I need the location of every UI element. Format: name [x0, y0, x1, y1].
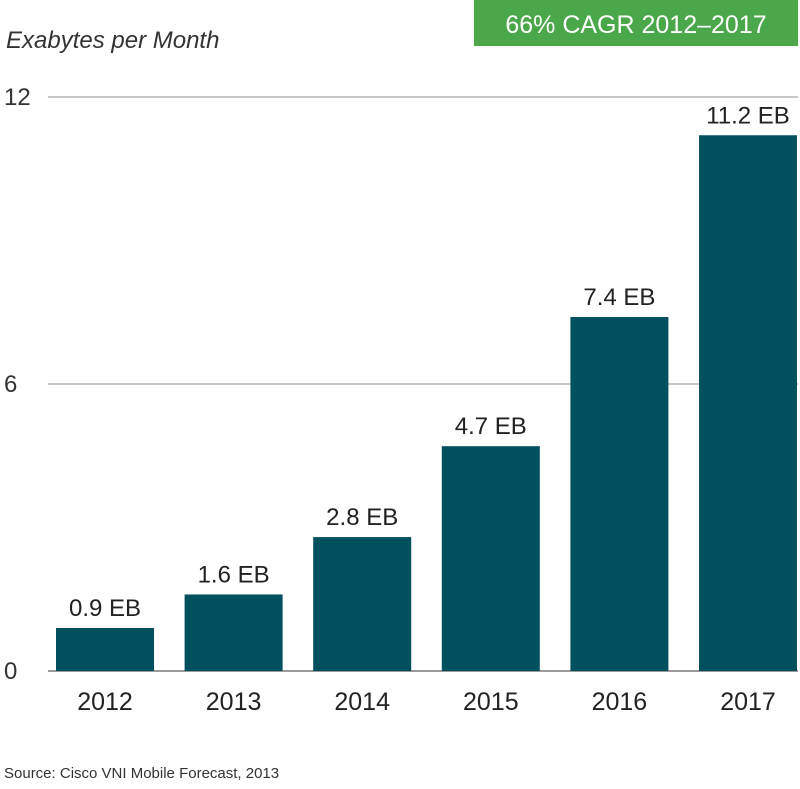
x-axis-categories: 2012 2013 2014 2015 2016 2017 [77, 688, 776, 716]
category-label-2014: 2014 [334, 688, 390, 716]
y-axis-ticks: 0 6 12 [4, 84, 31, 685]
value-label-2017: 11.2 EB [706, 102, 790, 129]
bar-2016 [570, 317, 669, 671]
cagr-badge-text: 66% CAGR 2012–2017 [505, 11, 766, 39]
bar-2015 [441, 446, 540, 671]
category-label-2012: 2012 [77, 688, 133, 716]
y-axis-unit-label: Exabytes per Month [6, 27, 219, 54]
bar-2014 [313, 537, 412, 671]
y-tick-label: 12 [4, 84, 31, 111]
value-label-2012: 0.9 EB [69, 595, 141, 622]
gridlines [48, 96, 798, 672]
value-labels: 0.9 EB 1.6 EB 2.8 EB 4.7 EB 7.4 EB 11.2 EB [69, 102, 790, 622]
category-label-2013: 2013 [206, 688, 262, 716]
category-label-2015: 2015 [463, 688, 519, 716]
bar-2017 [699, 135, 797, 671]
source-note: Source: Cisco VNI Mobile Forecast, 2013 [4, 765, 279, 782]
value-label-2013: 1.6 EB [198, 561, 270, 588]
value-label-2015: 4.7 EB [455, 413, 527, 440]
cagr-callout: 66% CAGR 2012–2017 [474, 0, 798, 46]
value-label-2014: 2.8 EB [326, 504, 398, 531]
bar-2012 [56, 627, 154, 671]
category-label-2016: 2016 [592, 688, 648, 716]
bar-2013 [184, 594, 283, 671]
category-label-2017: 2017 [720, 688, 776, 716]
bars [56, 135, 797, 671]
y-tick-label: 6 [4, 371, 17, 398]
cagr-badge [474, 0, 798, 46]
y-tick-label: 0 [4, 658, 17, 685]
value-label-2016: 7.4 EB [583, 284, 655, 311]
